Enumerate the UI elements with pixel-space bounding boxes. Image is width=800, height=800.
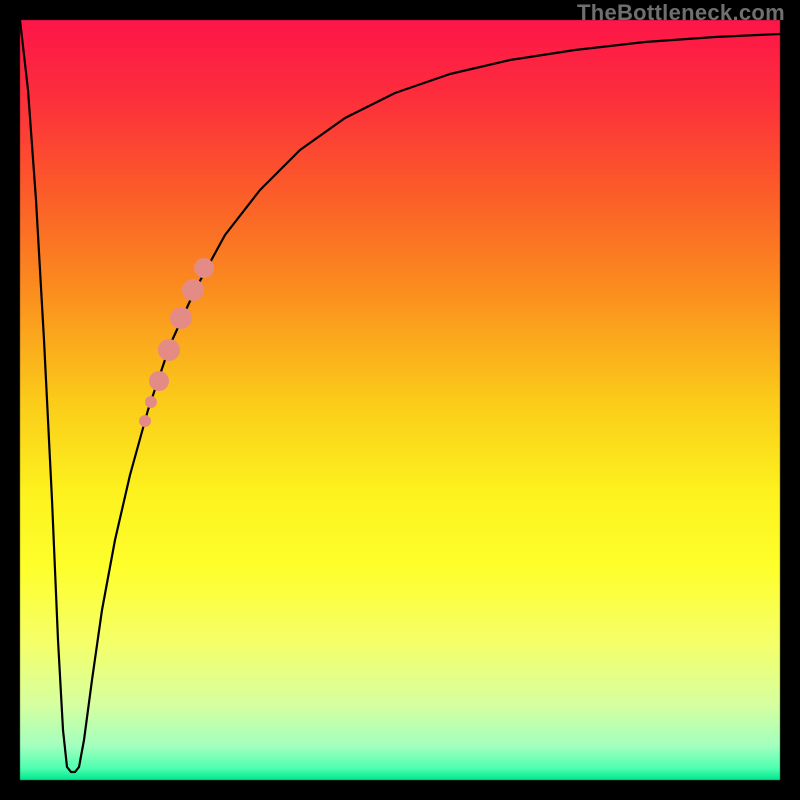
bottleneck-curve [20, 20, 780, 772]
highlight-dot [145, 396, 157, 408]
highlight-dot [139, 415, 151, 427]
highlight-dot [194, 258, 214, 278]
highlight-marks [139, 258, 214, 427]
highlight-dot [149, 371, 169, 391]
plot-svg [0, 0, 800, 800]
highlight-dot [158, 339, 180, 361]
watermark-text: TheBottleneck.com [577, 0, 785, 26]
highlight-dot [182, 279, 204, 301]
chart-container: TheBottleneck.com [0, 0, 800, 800]
highlight-dot [170, 307, 192, 329]
